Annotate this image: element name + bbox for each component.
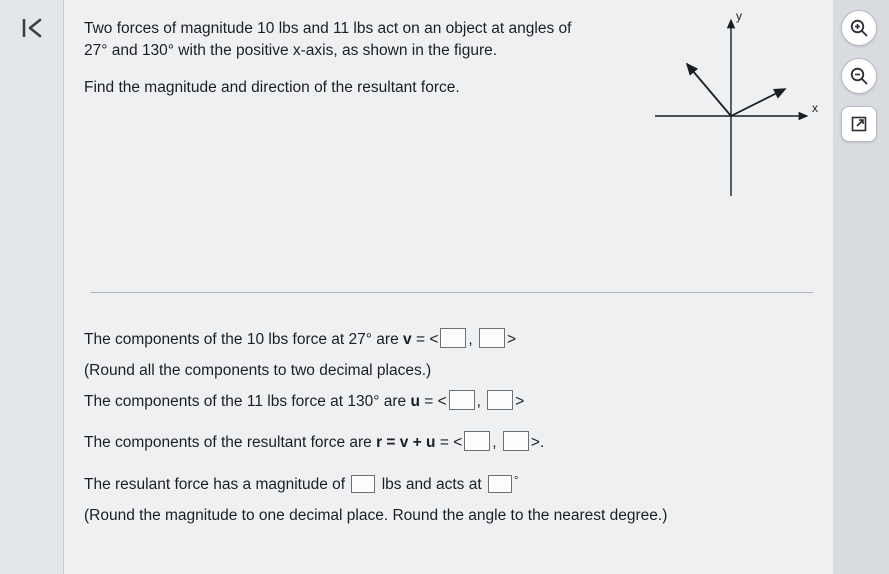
- text: 130°: [347, 393, 379, 410]
- text: =: [420, 393, 438, 410]
- text: lbs act on an object at angles of: [349, 20, 571, 37]
- zoom-in-icon: [849, 18, 869, 38]
- text: are: [379, 393, 410, 410]
- text: <: [438, 393, 447, 410]
- text: <: [453, 434, 462, 451]
- text: The components of the resultant force ar…: [84, 434, 376, 451]
- input-magnitude[interactable]: [351, 475, 375, 493]
- input-u-x[interactable]: [449, 390, 475, 410]
- text: lbs force at: [263, 393, 347, 410]
- text: The components of the: [84, 393, 247, 410]
- answer-line-v: The components of the 10 lbs force at 27…: [84, 326, 833, 353]
- input-v-y[interactable]: [479, 328, 505, 348]
- vector-u: u: [410, 393, 419, 410]
- text: lbs and: [274, 20, 333, 37]
- text: lbs force at: [264, 331, 348, 348]
- right-toolbar: [837, 10, 881, 142]
- text: >: [507, 331, 516, 348]
- text: ,: [477, 393, 486, 410]
- input-u-y[interactable]: [487, 390, 513, 410]
- collapse-button[interactable]: [16, 14, 48, 42]
- vector-v: v: [403, 331, 412, 348]
- angle2: 130°: [142, 42, 174, 59]
- problem-statement: Two forces of magnitude 10 lbs and 11 lb…: [84, 18, 594, 99]
- text: <: [429, 331, 438, 348]
- collapse-icon: [16, 14, 48, 42]
- answer-line-u: The components of the 11 lbs force at 13…: [84, 388, 833, 415]
- text: 11: [247, 393, 263, 410]
- popout-icon: [850, 115, 868, 133]
- input-r-x[interactable]: [464, 431, 490, 451]
- round-note-1: (Round all the components to two decimal…: [84, 357, 833, 384]
- input-v-x[interactable]: [440, 328, 466, 348]
- text: and: [107, 42, 141, 59]
- vector-figure: x y: [627, 6, 827, 211]
- round-note-2: (Round the magnitude to one decimal plac…: [84, 502, 833, 529]
- problem-para-1: Two forces of magnitude 10 lbs and 11 lb…: [84, 18, 594, 63]
- text: =: [412, 331, 430, 348]
- text: The components of the: [84, 331, 247, 348]
- degree-symbol: °: [514, 475, 518, 487]
- text: with the positive x-axis, as shown in th…: [174, 42, 497, 59]
- zoom-out-button[interactable]: [841, 58, 877, 94]
- text: lbs and acts at: [377, 476, 486, 493]
- force2-magnitude: 11: [333, 20, 349, 37]
- input-angle[interactable]: [488, 475, 512, 493]
- answer-line-mag: The resulant force has a magnitude of lb…: [84, 471, 833, 498]
- popout-button[interactable]: [841, 106, 877, 142]
- left-rail: [0, 0, 64, 574]
- text: are: [372, 331, 403, 348]
- text: =: [436, 434, 454, 451]
- zoom-in-button[interactable]: [841, 10, 877, 46]
- force1-magnitude: 10: [257, 20, 274, 37]
- angle1: 27°: [84, 42, 107, 59]
- problem-para-2: Find the magnitude and direction of the …: [84, 77, 594, 99]
- text: ,: [492, 434, 501, 451]
- section-divider: [90, 292, 813, 293]
- text: Two forces of magnitude: [84, 20, 257, 37]
- answer-line-r: The components of the resultant force ar…: [84, 429, 833, 456]
- axes-svg: x y: [627, 6, 827, 211]
- text: >: [515, 393, 524, 410]
- text: 27°: [349, 331, 372, 348]
- text: 10: [247, 331, 264, 348]
- zoom-out-icon: [849, 66, 869, 86]
- text: >: [531, 434, 540, 451]
- input-r-y[interactable]: [503, 431, 529, 451]
- text: ,: [468, 331, 477, 348]
- answer-section: The components of the 10 lbs force at 27…: [84, 326, 833, 533]
- text: The resulant force has a magnitude of: [84, 476, 349, 493]
- x-axis-label: x: [812, 101, 818, 115]
- vector-r-expr: r = v + u: [376, 434, 435, 451]
- y-axis-label: y: [736, 9, 742, 23]
